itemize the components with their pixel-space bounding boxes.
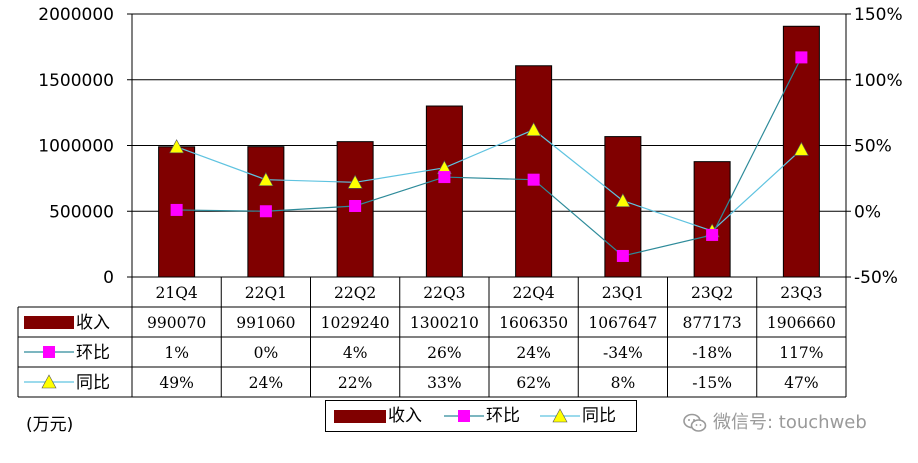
y-right-tick-label: -50% [854, 268, 898, 288]
table-row-label: 同比 [76, 373, 110, 393]
x-tick-label: 23Q3 [780, 284, 822, 302]
y-left-tick-label: 1500000 [38, 71, 114, 91]
table-row-label: 收入 [76, 313, 110, 333]
qoq-point [170, 203, 183, 216]
x-tick-label: 22Q2 [334, 284, 376, 302]
legend-swatch-yoy-marker [552, 408, 568, 423]
table-cell: 33% [427, 374, 461, 392]
qoq-line [176, 57, 802, 257]
table-cell: 1% [164, 344, 189, 362]
x-tick-label: 23Q2 [691, 284, 733, 302]
table-cell: 4% [343, 344, 368, 362]
yoy-line [176, 129, 802, 232]
table-cell: 877173 [683, 314, 742, 332]
table-cell: 8% [611, 374, 636, 392]
bar-revenue [515, 65, 553, 278]
watermark-text: 微信号: touchweb [713, 412, 867, 433]
table-cell: 1067647 [588, 314, 657, 332]
axes-group: 0 -50% 500000 0% 1000000 50% 1500000 100% 200000… [38, 5, 902, 288]
table-cell: 990070 [147, 314, 206, 332]
unit-label: (万元) [26, 415, 74, 435]
watermark: 微信号: touchweb [683, 408, 867, 434]
y-right-tick-label: 0% [854, 202, 881, 222]
table-cell: 1300210 [410, 314, 479, 332]
table-cell: -34% [603, 344, 643, 362]
qoq-point [349, 199, 362, 212]
legend-label-qoq: 环比 [486, 406, 520, 426]
wechat-icon [683, 413, 707, 432]
table-cell: 22% [338, 374, 372, 392]
yoy-point [526, 122, 542, 137]
table-cell: 1029240 [321, 314, 390, 332]
table-cell: 0% [254, 344, 279, 362]
lines-group [169, 51, 809, 262]
yoy-point [347, 174, 363, 189]
table-cell: 1906660 [767, 314, 836, 332]
grid-lines [131, 13, 847, 278]
y-left-tick-label: 1000000 [38, 137, 114, 157]
qoq-point [438, 171, 451, 184]
table-cell: 47% [784, 374, 818, 392]
legend-swatch-qoq-marker [458, 410, 470, 422]
y-left-tick-label: 2000000 [38, 5, 114, 25]
table-cell: 991060 [236, 314, 295, 332]
yoy-point [615, 193, 631, 208]
table-row-label: 环比 [76, 343, 110, 363]
qoq-point [616, 249, 629, 262]
table-cell: -15% [692, 374, 732, 392]
bars-group [158, 25, 820, 278]
qoq-point [259, 205, 272, 218]
qoq-point [527, 173, 540, 186]
x-tick-label: 23Q1 [602, 284, 644, 302]
legend-label-yoy: 同比 [582, 406, 616, 426]
legend: 收入 环比 同比 [325, 400, 637, 432]
data-table: 21Q4 22Q1 22Q2 22Q3 22Q4 23Q1 23Q2 23Q3 990070 99… [17, 276, 847, 398]
x-tick-label: 22Q4 [512, 284, 554, 302]
x-tick-label: 22Q3 [423, 284, 465, 302]
yoy-point [169, 139, 185, 154]
row-key-qoq-marker [43, 346, 55, 358]
yoy-point [793, 141, 809, 156]
table-cell: 26% [427, 344, 461, 362]
x-tick-label: 21Q4 [155, 284, 197, 302]
y-right-tick-label: 100% [854, 71, 903, 91]
table-cell: 49% [159, 374, 193, 392]
table-cell: 24% [249, 374, 283, 392]
bar-revenue [425, 105, 463, 278]
qoq-point [795, 51, 808, 64]
table-cell: -18% [692, 344, 732, 362]
table-cell: 1606350 [499, 314, 568, 332]
x-tick-label: 22Q1 [245, 284, 287, 302]
y-left-tick-label: 500000 [49, 202, 114, 222]
legend-label-revenue: 收入 [388, 406, 422, 426]
table-cell: 117% [779, 344, 823, 362]
table-cell: 62% [516, 374, 550, 392]
legend-swatch-revenue [334, 410, 386, 423]
qoq-point [706, 228, 719, 241]
y-left-tick-label: 0 [103, 268, 114, 288]
row-key-revenue [24, 316, 74, 329]
yoy-point [258, 172, 274, 186]
y-right-tick-label: 150% [854, 5, 903, 25]
row-key-yoy-marker [41, 374, 57, 389]
table-cell: 24% [516, 344, 550, 362]
y-right-tick-label: 50% [854, 137, 892, 157]
